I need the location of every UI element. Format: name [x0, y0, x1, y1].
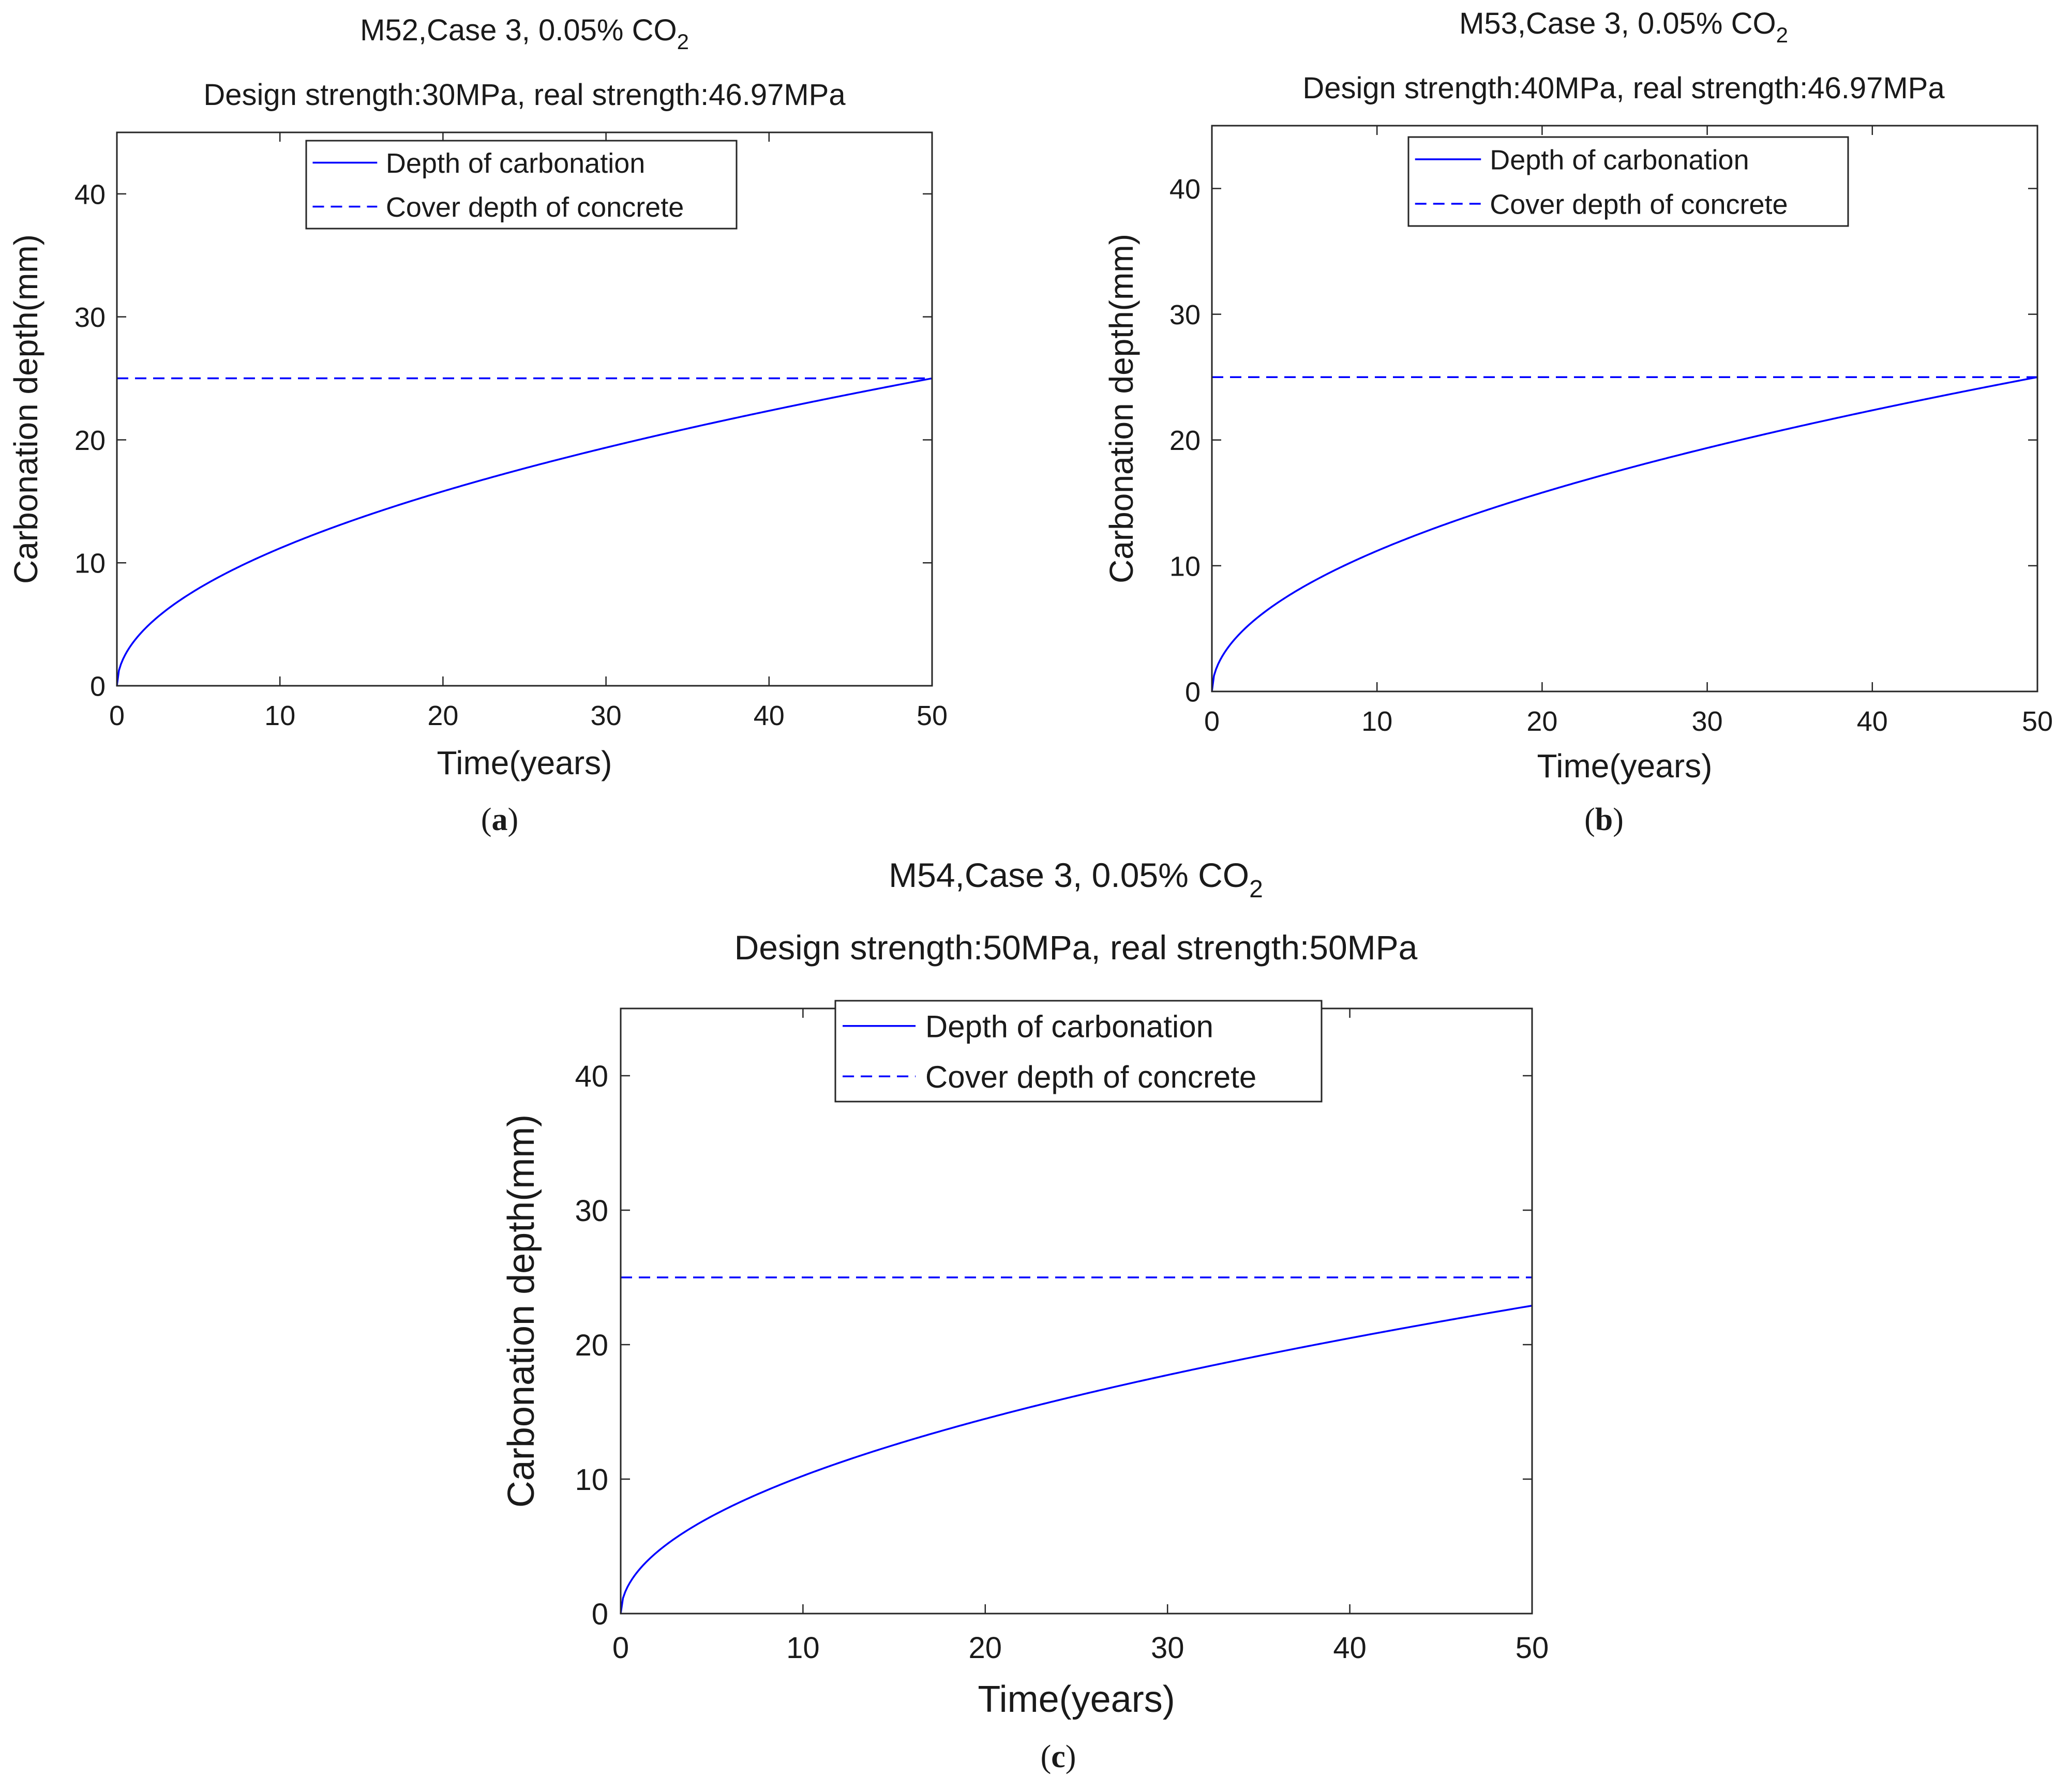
x-tick-label: 40: [754, 700, 785, 731]
chart-title-subscript: 2: [1249, 876, 1263, 903]
x-tick-label: 30: [1151, 1631, 1184, 1665]
legend-entry-label: Cover depth of concrete: [925, 1060, 1256, 1094]
chart-title-main: M54,Case 3, 0.05% CO: [889, 856, 1249, 894]
legend-box: [305, 140, 738, 230]
y-tick-label: 0: [90, 671, 106, 702]
y-tick-label: 0: [1185, 676, 1201, 707]
legend-entry-label: Cover depth of concrete: [1490, 189, 1788, 220]
legend-entry-label: Depth of carbonation: [925, 1009, 1213, 1044]
y-tick-label: 30: [74, 302, 106, 333]
chart-title: M54,Case 3, 0.05% CO2: [889, 856, 1263, 903]
legend: Depth of carbonation Cover depth of concr…: [834, 1000, 1323, 1103]
panel-label: (b): [1584, 802, 1624, 837]
chart-title: M53,Case 3, 0.05% CO2: [1459, 7, 1788, 47]
panel-label-letter: b: [1595, 802, 1613, 837]
plot-area-frame: [116, 131, 933, 687]
chart-subtitle: Design strength:30MPa, real strength:46.…: [203, 78, 846, 112]
panel-label-open-paren: (: [481, 802, 492, 837]
y-tick-label: 40: [575, 1060, 608, 1093]
x-tick-label: 20: [969, 1631, 1002, 1665]
x-axis-label: Time(years): [978, 1679, 1175, 1720]
plot-area-frame: [1211, 125, 2038, 692]
chart-subtitle: Design strength:40MPa, real strength:46.…: [1302, 71, 1945, 105]
legend-box: [834, 1000, 1323, 1103]
y-axis-label: Carbonation depth(mm): [7, 234, 44, 584]
panel-label-close-paren: ): [1613, 802, 1624, 837]
y-tick-label: 40: [74, 179, 106, 210]
x-tick-label: 50: [917, 700, 948, 731]
y-tick-label: 10: [575, 1463, 608, 1497]
panel-label: (a): [481, 802, 518, 837]
y-tick-label: 40: [1169, 174, 1201, 205]
chart-title: M52,Case 3, 0.05% CO2: [360, 13, 689, 54]
carbonation-depth-line: [1211, 376, 2038, 692]
x-tick-label: 0: [1204, 706, 1220, 737]
panel-label-letter: c: [1051, 1739, 1066, 1774]
y-tick-label: 10: [74, 548, 106, 579]
x-tick-label: 0: [109, 700, 125, 731]
chart-title-main: M52,Case 3, 0.05% CO: [360, 13, 677, 47]
legend-entry-label: Depth of carbonation: [386, 148, 645, 179]
legend-entry-label: Cover depth of concrete: [386, 192, 684, 223]
y-tick-label: 10: [1169, 551, 1201, 582]
y-axis-label: Carbonation depth(mm): [1103, 234, 1140, 583]
legend-box: [1407, 136, 1849, 227]
x-tick-label: 10: [264, 700, 295, 731]
carbonation-depth-line: [620, 1304, 1533, 1614]
chart-panel-b: M53,Case 3, 0.05% CO2 Design strength:40M…: [1103, 7, 2053, 837]
x-tick-label: 20: [1526, 706, 1557, 737]
y-tick-label: 30: [1169, 299, 1201, 330]
x-tick-label: 40: [1333, 1631, 1367, 1665]
x-axis-label: Time(years): [437, 744, 612, 781]
legend: Depth of carbonation Cover depth of concr…: [1407, 136, 1849, 227]
chart-subtitle: Design strength:50MPa, real strength:50M…: [734, 928, 1418, 967]
panel-label-close-paren: ): [1066, 1739, 1076, 1774]
y-tick-label: 20: [575, 1329, 608, 1362]
panel-label-close-paren: ): [508, 802, 519, 837]
chart-title-main: M53,Case 3, 0.05% CO: [1459, 7, 1776, 40]
x-tick-label: 20: [427, 700, 458, 731]
x-tick-label: 30: [1692, 706, 1723, 737]
panel-label: (c): [1041, 1739, 1076, 1774]
x-axis-label: Time(years): [1537, 747, 1713, 785]
x-tick-label: 40: [1857, 706, 1888, 737]
panel-label-open-paren: (: [1041, 1739, 1052, 1774]
y-tick-label: 20: [74, 425, 106, 456]
chart-title-subscript: 2: [677, 29, 689, 54]
y-tick-label: 0: [592, 1598, 608, 1631]
legend: Depth of carbonation Cover depth of concr…: [305, 140, 738, 230]
chart-panel-c: M54,Case 3, 0.05% CO2 Design strength:50M…: [501, 856, 1549, 1774]
y-tick-label: 20: [1169, 425, 1201, 456]
panel-label-letter: a: [492, 802, 508, 837]
y-tick-label: 30: [575, 1194, 608, 1228]
chart-panel-a: M52,Case 3, 0.05% CO2 Design strength:30M…: [7, 13, 948, 837]
x-tick-label: 0: [612, 1631, 629, 1665]
x-tick-label: 50: [1516, 1631, 1549, 1665]
carbonation-depth-line: [116, 377, 933, 686]
panel-label-open-paren: (: [1584, 802, 1595, 837]
legend-entry-label: Depth of carbonation: [1490, 144, 1749, 175]
x-tick-label: 30: [591, 700, 622, 731]
x-tick-label: 10: [786, 1631, 820, 1665]
chart-title-subscript: 2: [1776, 23, 1788, 47]
y-axis-label: Carbonation depth(mm): [501, 1115, 542, 1508]
x-tick-label: 10: [1361, 706, 1392, 737]
x-tick-label: 50: [2022, 706, 2053, 737]
